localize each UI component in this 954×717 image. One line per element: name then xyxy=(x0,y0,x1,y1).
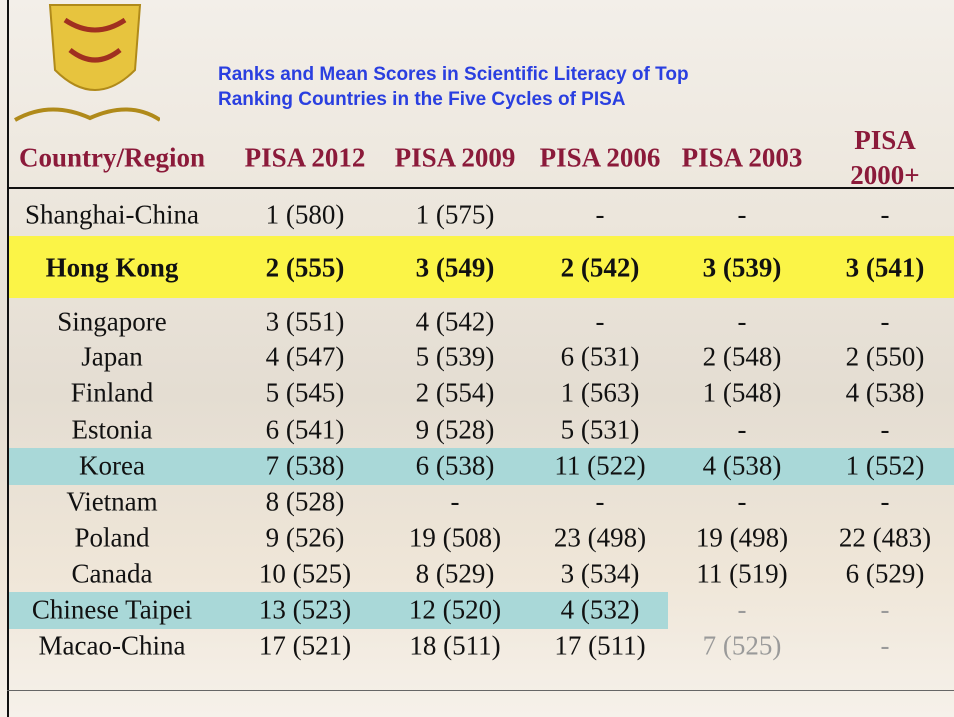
cell: 6 (529) xyxy=(845,558,925,589)
title: Ranking Countries in the Five Cycles of … xyxy=(218,89,626,110)
row-label: Poland xyxy=(74,522,150,553)
cell: 2 (554) xyxy=(415,377,495,408)
highlight-band xyxy=(8,236,954,298)
cell: 1 (580) xyxy=(265,199,345,230)
cell: 4 (532) xyxy=(560,594,640,625)
cell: 1 (552) xyxy=(845,450,925,481)
row-label: Shanghai-China xyxy=(25,199,199,230)
cell: - xyxy=(737,414,747,445)
row-label: Macao-China xyxy=(38,630,186,661)
column-header: PISA 2003 xyxy=(681,142,803,173)
highlight-band xyxy=(8,592,668,629)
cell: 10 (525) xyxy=(258,558,352,589)
cell: - xyxy=(880,630,890,661)
cell: 2 (542) xyxy=(560,252,640,283)
cell: 7 (525) xyxy=(702,630,782,661)
column-header: PISA 2009 xyxy=(394,142,516,173)
cell: 9 (528) xyxy=(415,414,495,445)
cell: 6 (541) xyxy=(265,414,345,445)
column-header: PISA 2000+ xyxy=(850,125,920,190)
row-label: Hong Kong xyxy=(45,252,179,283)
cell: 5 (539) xyxy=(415,341,495,372)
column-header: Country/Region xyxy=(18,142,206,173)
cell: 6 (531) xyxy=(560,341,640,372)
rule xyxy=(7,0,9,717)
cell: - xyxy=(737,594,747,625)
cell: 19 (498) xyxy=(695,522,789,553)
row-label: Finland xyxy=(70,377,154,408)
cell: 5 (545) xyxy=(265,377,345,408)
highlight-band xyxy=(8,448,954,485)
cell: 17 (521) xyxy=(258,630,352,661)
cell: 4 (542) xyxy=(415,306,495,337)
cell: - xyxy=(595,199,605,230)
row-label: Estonia xyxy=(71,414,153,445)
cell: 23 (498) xyxy=(553,522,647,553)
row-label: Singapore xyxy=(57,306,167,337)
cell: 13 (523) xyxy=(258,594,352,625)
cell: - xyxy=(737,486,747,517)
cell: 3 (539) xyxy=(702,252,782,283)
cell: - xyxy=(595,306,605,337)
cell: - xyxy=(880,486,890,517)
cell: 19 (508) xyxy=(408,522,502,553)
row-label: Canada xyxy=(71,558,153,589)
cell: 8 (528) xyxy=(265,486,345,517)
cell: 4 (538) xyxy=(702,450,782,481)
cell: 3 (549) xyxy=(415,252,495,283)
cell: 22 (483) xyxy=(838,522,932,553)
cell: - xyxy=(880,199,890,230)
cell: 1 (548) xyxy=(702,377,782,408)
row-label: Japan xyxy=(81,341,143,372)
row-label: Vietnam xyxy=(66,486,158,517)
cell: 5 (531) xyxy=(560,414,640,445)
title: Ranks and Mean Scores in Scientific Lite… xyxy=(218,64,689,85)
cell: 12 (520) xyxy=(408,594,502,625)
cell: 1 (563) xyxy=(560,377,640,408)
cell: 3 (534) xyxy=(560,558,640,589)
cell: - xyxy=(737,199,747,230)
cell: - xyxy=(450,486,460,517)
cell: 9 (526) xyxy=(265,522,345,553)
cell: 4 (547) xyxy=(265,341,345,372)
cell: 2 (555) xyxy=(265,252,345,283)
cell: 11 (519) xyxy=(696,558,788,589)
row-label: Korea xyxy=(79,450,145,481)
row-label: Chinese Taipei xyxy=(31,594,193,625)
rule xyxy=(7,690,954,691)
cell: 1 (575) xyxy=(415,199,495,230)
cell: - xyxy=(737,306,747,337)
cell: 2 (550) xyxy=(845,341,925,372)
rule xyxy=(7,187,954,189)
cell: 17 (511) xyxy=(554,630,646,661)
cell: 6 (538) xyxy=(415,450,495,481)
cell: 4 (538) xyxy=(845,377,925,408)
cell: 2 (548) xyxy=(702,341,782,372)
cell: - xyxy=(880,594,890,625)
cell: - xyxy=(595,486,605,517)
cell: 7 (538) xyxy=(265,450,345,481)
cell: 3 (551) xyxy=(265,306,345,337)
cell: 11 (522) xyxy=(554,450,646,481)
cell: 3 (541) xyxy=(845,252,925,283)
cell: 8 (529) xyxy=(415,558,495,589)
column-header: PISA 2012 xyxy=(244,142,366,173)
cell: 18 (511) xyxy=(409,630,501,661)
column-header: PISA 2006 xyxy=(539,142,661,173)
cell: - xyxy=(880,306,890,337)
logo xyxy=(14,4,160,122)
cell: - xyxy=(880,414,890,445)
